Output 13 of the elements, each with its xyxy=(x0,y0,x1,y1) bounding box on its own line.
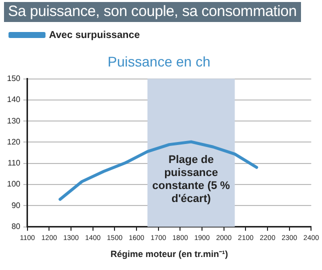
y-tick-label: 100 xyxy=(6,180,21,189)
y-tick-label: 130 xyxy=(6,116,21,126)
y-tick-label: 120 xyxy=(6,137,21,146)
y-tick-label: 110 xyxy=(8,158,21,168)
y-tick-label: 150 xyxy=(6,74,21,84)
chart-title: Sa puissance, son couple, sa consommation xyxy=(4,2,301,22)
band-label: Plage de puissance constante (5 % d'écart) xyxy=(152,154,230,205)
y-tick-label: 140 xyxy=(6,95,21,104)
chart-subtitle: Puissance en ch xyxy=(108,53,210,70)
x-axis-title: Régime moteur (en tr.min⁻¹) xyxy=(110,249,228,260)
y-tick-label: 80 xyxy=(11,222,21,232)
y-tick-label: 90 xyxy=(11,200,21,210)
legend-label: Avec surpuissance xyxy=(49,30,140,41)
